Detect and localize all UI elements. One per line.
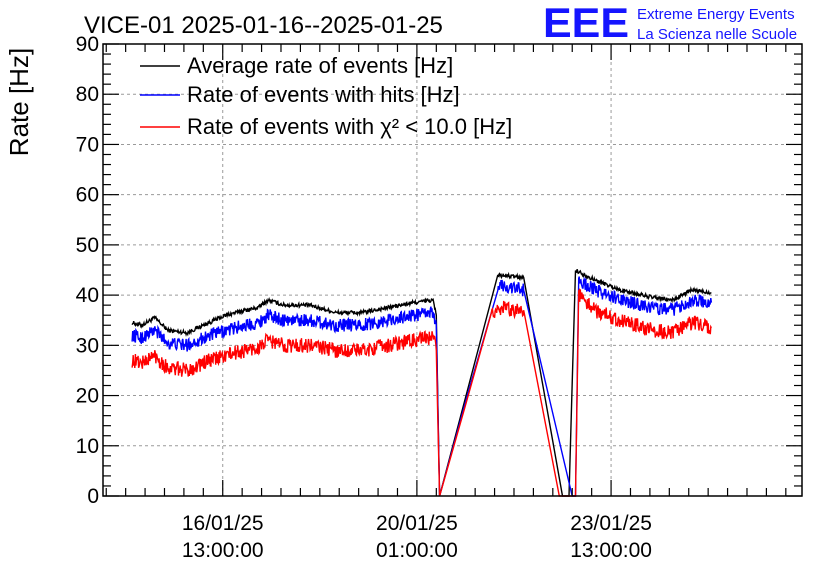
axis-layer: 0 10 20 30 40 50 60 70 80 90 16/01/25 13:00:00 20/01… [76,33,803,562]
legend-label-3: Rate of events with χ² < 10.0 [Hz] [187,114,512,139]
legend-label-2: Rate of events with hits [Hz] [187,82,460,107]
y-tick-label: 60 [76,184,99,207]
series-line-1 [131,268,712,497]
legend-label-1: Average rate of events [Hz] [187,53,453,78]
y-axis-label: Rate [Hz] [4,48,34,156]
series-line-3 [131,288,713,497]
y-tick-label: 50 [76,234,99,257]
y-tick-label: 40 [76,284,99,307]
x-tick-label-date: 23/01/25 [570,512,652,535]
x-tick-label-time: 13:00:00 [570,539,652,562]
x-tick-label-date: 20/01/25 [376,512,458,535]
grid-layer [103,43,802,496]
eee-logo-line2: La Scienza nelle Scuole [637,26,797,43]
plot-frame [102,43,803,497]
series-line-2 [131,276,713,497]
y-tick-label: 70 [76,133,99,156]
eee-logo-mark: EEE [543,0,629,46]
x-tick-label-date: 16/01/25 [182,512,264,535]
x-tick-label-time: 13:00:00 [182,539,264,562]
y-tick-label: 90 [76,33,99,56]
y-tick-label: 0 [87,485,99,508]
series-layer [131,268,713,497]
y-tick-label: 80 [76,83,99,106]
chart-title: VICE-01 2025-01-16--2025-01-25 [84,12,443,39]
x-tick-label-time: 01:00:00 [376,539,458,562]
y-tick-label: 10 [76,435,99,458]
y-tick-label: 20 [76,385,99,408]
y-tick-label: 30 [76,334,99,357]
eee-logo-line1: Extreme Energy Events [637,6,795,23]
legend: Average rate of events [Hz] Rate of event… [140,53,512,139]
eee-logo: EEE Extreme Energy Events La Scienza nel… [543,0,797,46]
